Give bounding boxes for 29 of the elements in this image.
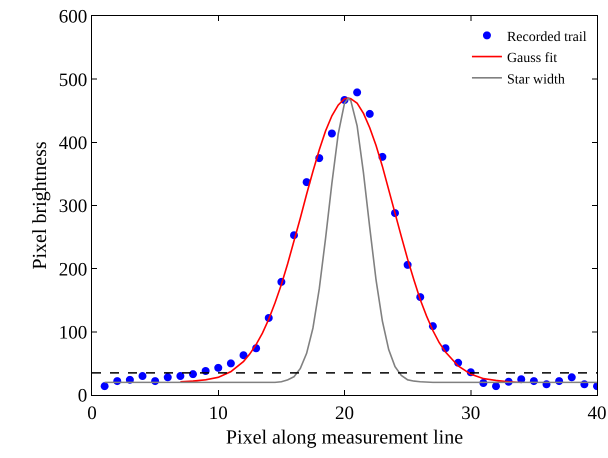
y-tick-label: 100	[58, 322, 88, 344]
x-tick-label: 40	[588, 402, 606, 424]
point	[226, 359, 235, 368]
legend-label: Gauss fit	[506, 51, 558, 66]
y-tick-label: 200	[58, 259, 88, 280]
point	[353, 88, 362, 96]
legend-label: Star width	[506, 72, 565, 88]
y-tick-label: 300	[58, 196, 88, 218]
point	[492, 382, 500, 390]
y-tick-label: 0	[78, 386, 88, 407]
x-tick-label: 30	[461, 402, 480, 424]
point	[366, 110, 374, 118]
point	[176, 372, 184, 380]
point	[214, 364, 222, 372]
y-tick-label: 400	[58, 132, 88, 154]
point	[100, 382, 109, 390]
x-tick-label: 20	[335, 402, 354, 424]
point	[138, 372, 146, 380]
x-tick-label: 10	[208, 402, 228, 424]
point	[328, 129, 336, 138]
x-axis-title: Pixel along measurement line	[226, 426, 464, 448]
point	[568, 373, 576, 382]
y-tick-label: 500	[58, 70, 88, 91]
point	[189, 370, 197, 378]
point	[240, 351, 248, 360]
y-tick-label: 600	[58, 6, 88, 28]
point	[164, 373, 172, 382]
y-axis-title: Pixel brightness	[29, 141, 52, 270]
legend-label: Recorded trail	[506, 30, 587, 45]
